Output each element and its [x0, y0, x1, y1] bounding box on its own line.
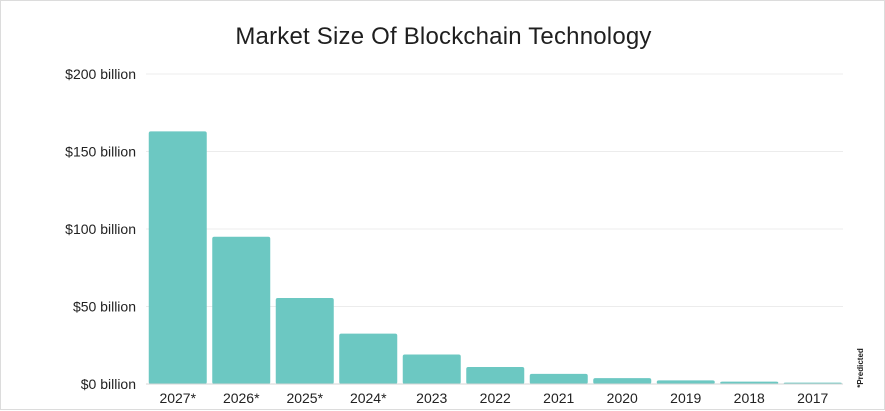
y-tick-label: $100 billion [65, 221, 136, 237]
bar [466, 366, 525, 384]
x-tick-label: 2017 [797, 390, 828, 406]
predicted-footnote: *Predicted [856, 348, 865, 388]
y-tick-label: $0 billion [81, 376, 136, 392]
x-tick-label: 2019 [670, 390, 701, 406]
bar [656, 380, 715, 384]
bar [402, 354, 461, 384]
y-tick-label: $50 billion [73, 299, 136, 315]
bar [275, 297, 334, 384]
x-tick-label: 2025* [286, 390, 323, 406]
x-tick-label: 2023 [416, 390, 447, 406]
y-tick-label: $150 billion [65, 144, 136, 160]
bar [720, 381, 779, 384]
x-tick-label: 2024* [350, 390, 387, 406]
bar [148, 131, 207, 384]
x-tick-label: 2022 [480, 390, 511, 406]
chart-title: Market Size Of Blockchain Technology [235, 23, 652, 50]
x-tick-label: 2027* [159, 390, 196, 406]
x-tick-label: 2020 [607, 390, 638, 406]
bar [339, 333, 398, 384]
x-tick-label: 2021 [543, 390, 574, 406]
x-tick-label: 2018 [734, 390, 765, 406]
bar [593, 378, 652, 384]
bar [529, 373, 588, 384]
bar [212, 236, 271, 384]
x-tick-label: 2026* [223, 390, 260, 406]
y-tick-label: $200 billion [65, 66, 136, 82]
